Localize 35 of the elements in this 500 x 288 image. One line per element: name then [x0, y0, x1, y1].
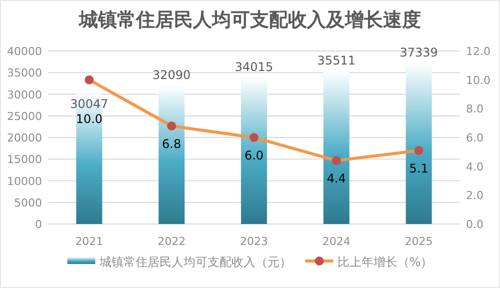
data-label: 6.8 — [162, 136, 182, 151]
data-label: 37339 — [400, 46, 438, 60]
x-tick-label: 2025 — [404, 235, 433, 248]
y2-tick-label: 12.0 — [466, 45, 490, 58]
y2-tick-label: 10.0 — [466, 74, 490, 87]
y-tick-label: 25000 — [7, 110, 42, 123]
y2-tick-label: 4.0 — [466, 160, 484, 174]
data-label: 32090 — [152, 68, 191, 82]
x-tick-label: 2023 — [240, 235, 268, 248]
bar — [323, 70, 350, 224]
y2-tick-label: 0.0 — [466, 218, 484, 231]
data-label: 35511 — [317, 53, 356, 68]
data-label: 5.1 — [409, 161, 428, 176]
data-label: 34015 — [234, 60, 274, 74]
y-tick-label: 5000 — [14, 196, 42, 210]
y-tick-label: 40000 — [7, 45, 42, 58]
y2-tick-label: 8.0 — [466, 102, 484, 116]
y-tick-label: 0 — [35, 218, 42, 231]
chart-title: 城镇常住居民人均可支配收入及增长速度 — [78, 9, 421, 31]
x-tick-label: 2021 — [75, 235, 104, 248]
x-tick-label: 2022 — [158, 235, 186, 248]
legend-label: 比上年增长（%） — [337, 255, 433, 269]
data-label: 6.0 — [244, 148, 264, 162]
y2-tick-label: 6.0 — [466, 132, 484, 144]
legend-label: 城镇常住居民人均可支配收入（元） — [98, 255, 292, 269]
y2-tick-label: 2.0 — [466, 189, 484, 202]
data-label: 30047 — [70, 97, 108, 112]
y-tick-label: 10000 — [7, 174, 42, 188]
data-label: 4.4 — [326, 172, 346, 186]
y-tick-label: 15000 — [7, 153, 42, 166]
y-tick-label: 20000 — [7, 132, 42, 144]
data-label: 10.0 — [76, 112, 103, 126]
y-tick-label: 30000 — [7, 88, 42, 102]
y-tick-label: 35000 — [7, 66, 42, 80]
x-tick-label: 2024 — [322, 235, 350, 248]
